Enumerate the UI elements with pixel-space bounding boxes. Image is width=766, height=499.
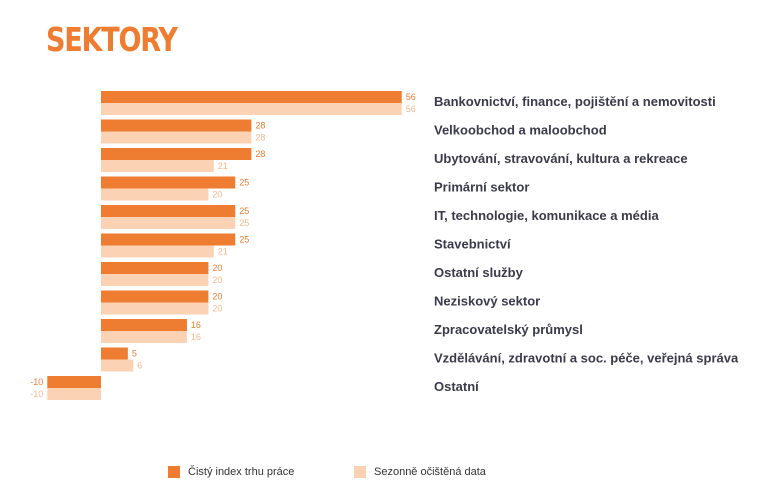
value-label-secondary: 6 <box>137 361 142 371</box>
value-label-primary: 5 <box>132 349 137 359</box>
value-label-secondary: 56 <box>406 104 416 114</box>
category-label: Velkoobchod a maloobchod <box>434 123 607 138</box>
bar-primary <box>101 91 402 103</box>
bar-primary <box>47 376 101 388</box>
category-label: Bankovnictví, finance, pojištění a nemov… <box>434 94 716 109</box>
value-label-primary: -10 <box>30 377 43 387</box>
bar-primary <box>101 119 252 132</box>
bar-secondary <box>101 131 252 144</box>
bar-secondary <box>101 103 402 115</box>
bar-primary <box>101 262 209 274</box>
legend-primary: Čistý index trhu práce <box>168 466 294 478</box>
bar-primary <box>101 148 252 160</box>
category-label: Ostatní <box>434 379 479 394</box>
bar-secondary <box>101 245 214 258</box>
bar-secondary <box>101 160 214 172</box>
category-label: IT, technologie, komunikace a média <box>434 208 659 223</box>
bar-primary <box>101 205 236 217</box>
value-label-secondary: 20 <box>212 304 222 314</box>
value-label-secondary: 21 <box>218 161 228 171</box>
value-label-primary: 25 <box>239 206 249 216</box>
value-label-secondary: -10 <box>30 389 43 399</box>
bar-secondary <box>101 217 236 229</box>
value-label-primary: 28 <box>255 149 265 159</box>
bar-secondary <box>101 188 209 201</box>
bar-primary <box>101 233 236 246</box>
legend-secondary: Sezonně očištěná data <box>354 466 486 478</box>
chart-title: SEKTORY <box>46 20 178 59</box>
category-label: Vzdělávání, zdravotní a soc. péče, veřej… <box>434 351 739 366</box>
value-label-secondary: 20 <box>212 275 222 285</box>
value-label-secondary: 25 <box>239 218 249 228</box>
bar-primary <box>101 290 209 303</box>
category-label: Ubytování, stravování, kultura a rekreac… <box>434 151 688 166</box>
value-label-primary: 16 <box>191 320 201 330</box>
legend-primary-swatch <box>168 466 180 478</box>
bar-primary <box>101 319 187 331</box>
bar-primary <box>101 176 236 189</box>
value-label-primary: 28 <box>255 121 265 131</box>
category-label: Neziskový sektor <box>434 294 540 309</box>
bar-secondary <box>101 331 187 343</box>
legend-secondary-label: Sezonně očištěná data <box>374 466 486 478</box>
value-label-secondary: 21 <box>218 247 228 257</box>
value-label-secondary: 20 <box>212 190 222 200</box>
legend-primary-label: Čistý index trhu práce <box>188 466 295 478</box>
category-label: Ostatní služby <box>434 265 524 280</box>
value-label-primary: 25 <box>239 235 249 245</box>
value-label-secondary: 28 <box>255 133 265 143</box>
legend-secondary-swatch <box>354 466 366 478</box>
category-label: Zpracovatelský průmysl <box>434 322 583 337</box>
value-label-primary: 20 <box>212 263 222 273</box>
value-label-primary: 20 <box>212 292 222 302</box>
value-label-primary: 56 <box>406 92 416 102</box>
bar-secondary <box>101 302 209 315</box>
category-label: Stavebnictví <box>434 237 511 252</box>
bar-primary <box>101 347 128 360</box>
value-label-secondary: 16 <box>191 332 201 342</box>
bar-secondary <box>101 274 209 286</box>
value-label-primary: 25 <box>239 178 249 188</box>
bar-secondary <box>101 359 134 372</box>
sector-bar-chart: 56 56 Bankovnictví, finance, pojištění a n… <box>30 91 739 400</box>
category-label: Primární sektor <box>434 180 529 195</box>
bar-secondary <box>47 388 101 400</box>
